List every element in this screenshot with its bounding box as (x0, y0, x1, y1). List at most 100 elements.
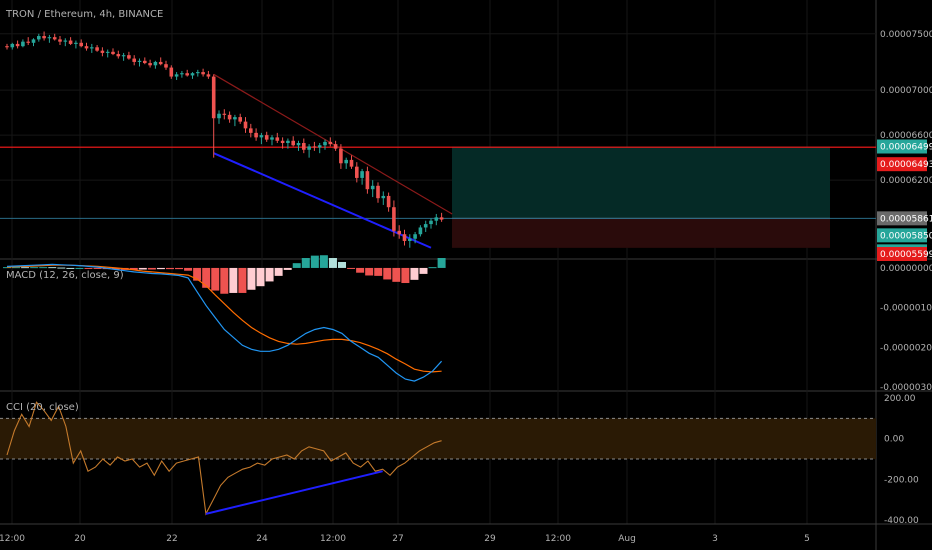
candle-body (386, 195, 391, 208)
candle-body (137, 60, 142, 62)
price-tag-label: 0.00006499 (880, 143, 932, 153)
candle-body (63, 40, 68, 42)
cci-legend[interactable]: CCI (20, close) (6, 402, 79, 413)
time-tick-label: 12:00 (545, 534, 571, 544)
macd-histogram-bar (156, 267, 165, 270)
price-tick-label: 0.00007500 (880, 30, 932, 40)
price-tick-label: 0.00007000 (880, 86, 932, 96)
candle-body (280, 140, 285, 144)
macd-histogram-bar (256, 267, 265, 287)
macd-histogram-bar (57, 267, 66, 269)
macd-histogram-bar (129, 267, 138, 270)
candle-body (339, 148, 343, 164)
candle-body (355, 166, 359, 178)
candle-body (201, 72, 205, 75)
candle-body (259, 135, 264, 138)
candle-body (143, 60, 147, 64)
candle-body (58, 39, 62, 42)
macd-histogram-bar (238, 267, 247, 293)
macd-histogram-bar (247, 267, 256, 290)
macd-histogram-bar (328, 258, 337, 268)
stop-loss-zone (452, 218, 830, 248)
candle-body (254, 132, 258, 138)
candle-body (52, 37, 57, 40)
macd-histogram-bar (147, 267, 156, 270)
candle-body (79, 42, 83, 47)
candle-body (333, 144, 338, 149)
candle-body (323, 141, 327, 146)
candle-body (317, 145, 322, 148)
long-position-tool[interactable] (452, 146, 830, 248)
price-tags: 0.00006499 0.00006493 0.00005861 0.00005850… (877, 139, 932, 261)
time-tick-label: 12:00 (0, 534, 25, 544)
candle-body (275, 137, 280, 141)
candle-body (90, 47, 94, 49)
cci-tick-label: -400.00 (884, 516, 919, 526)
candle-body (26, 41, 30, 43)
candle-body (360, 171, 364, 178)
price-tag-target (877, 139, 927, 154)
macd-histogram-bar (193, 267, 202, 281)
price-axis[interactable]: 0.00007500 0.00007000 0.00006600 0.00006200… (880, 30, 932, 526)
macd-line (6, 263, 443, 382)
candle-body (190, 73, 195, 76)
candle-body (74, 42, 78, 44)
macd-histogram-bar (437, 258, 446, 268)
time-tick-label: 22 (166, 534, 177, 544)
candle-body (370, 185, 375, 190)
price-tag-label: 0.00005599 (880, 250, 932, 260)
macd-histogram-bar (292, 263, 301, 268)
candle-body (307, 146, 311, 150)
macd-tick-label: -0.00000300 (880, 383, 932, 393)
candle-body (286, 140, 290, 144)
time-tick-label: 20 (74, 534, 86, 544)
candle-body (238, 117, 242, 122)
time-axis[interactable]: 12:00 20 22 24 12:00 27 29 12:00 Aug 3 5 (0, 523, 932, 544)
macd-tick-label: -0.00000100 (880, 304, 932, 314)
candle-body (227, 114, 232, 120)
candle-body (164, 64, 168, 68)
macd-pane (3, 255, 446, 382)
candle-body (127, 55, 131, 59)
macd-tick-label: 0.00000000 (880, 264, 932, 274)
candle-body (132, 58, 136, 62)
candle-body (439, 217, 444, 220)
macd-histogram-bar (21, 267, 30, 269)
candle-body (68, 40, 73, 44)
macd-histogram-bar (383, 267, 392, 280)
time-tick-label: 24 (256, 534, 268, 544)
macd-histogram-bar (66, 267, 75, 269)
candle-body (206, 74, 211, 77)
candle-body (429, 220, 433, 225)
macd-histogram-bar (75, 267, 84, 269)
price-tag-stop (877, 247, 927, 261)
macd-histogram-bar (365, 267, 374, 276)
price-tick-label: 0.00006200 (880, 176, 932, 186)
macd-histogram-bar (392, 267, 401, 282)
macd-histogram-bar (202, 267, 211, 288)
cci-line (6, 401, 442, 516)
macd-legend[interactable]: MACD (12, 26, close, 9) (6, 270, 124, 281)
candle-body (153, 61, 158, 66)
macd-histogram-bar (111, 267, 120, 270)
macd-histogram-bar (30, 267, 39, 269)
macd-histogram-bar (184, 267, 193, 271)
candle-body (31, 39, 36, 43)
macd-histogram-bar (419, 267, 428, 274)
time-tick-label: 27 (392, 534, 403, 544)
macd-histogram-bar (175, 267, 184, 270)
candle-body (397, 230, 401, 235)
candle-body (21, 41, 25, 47)
macd-histogram-bar (356, 267, 365, 273)
candle-body (111, 51, 115, 55)
candle-body (418, 227, 423, 235)
candle-body (158, 61, 163, 65)
candle-body (349, 159, 354, 167)
time-tick-label: 29 (484, 534, 496, 544)
macd-histogram-bar (93, 267, 102, 269)
macd-histogram-bar (3, 267, 11, 269)
symbol-title[interactable]: TRON / Ethereum, 4h, BINANCE (5, 9, 163, 20)
price-tag-entry (877, 211, 927, 226)
cci-tick-label: 200.00 (884, 394, 916, 404)
